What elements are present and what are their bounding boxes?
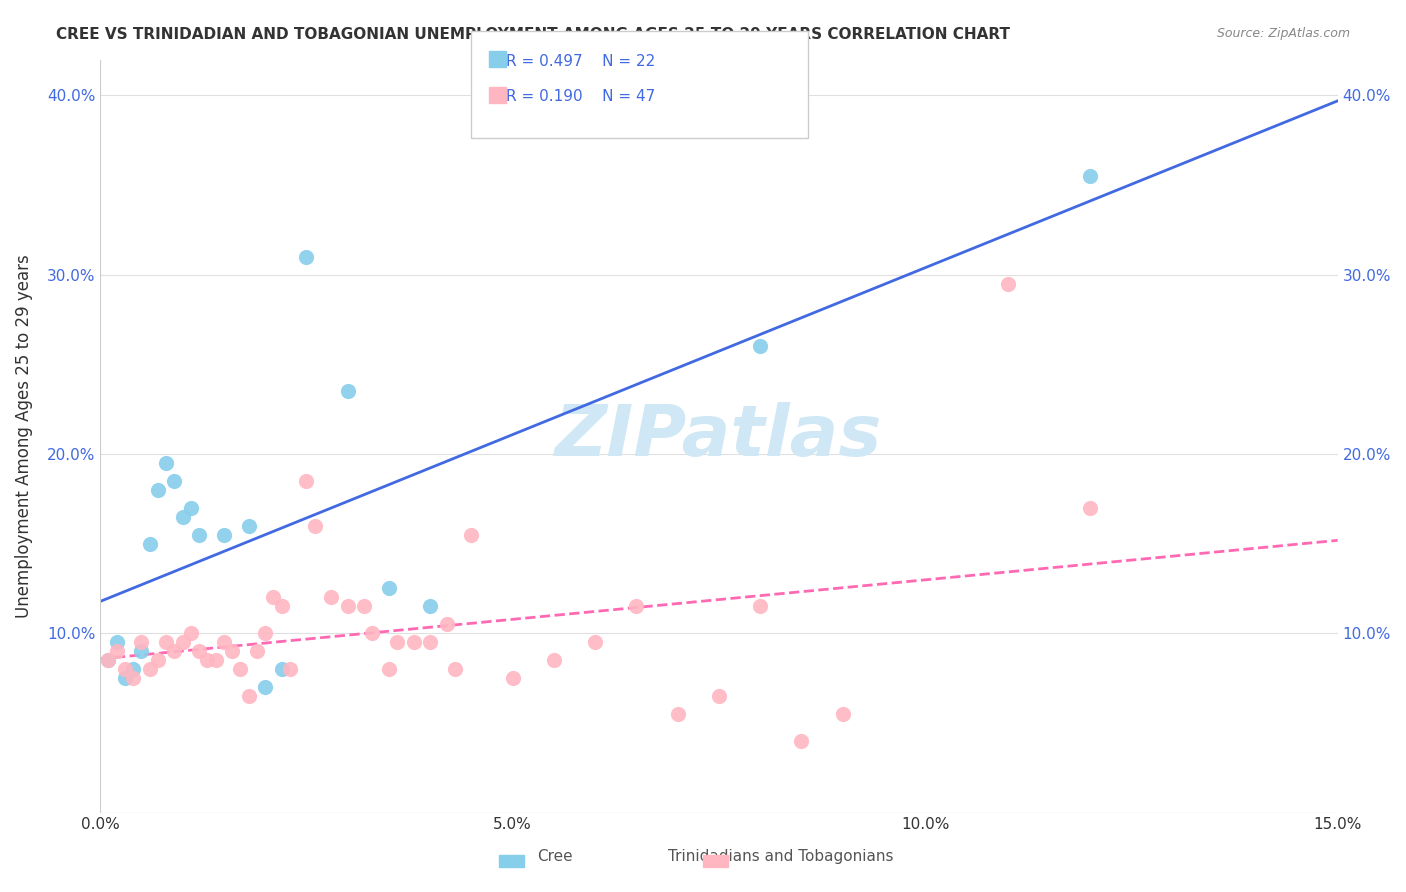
- Point: [146, 653, 169, 667]
- Point: [1078, 500, 1101, 515]
- Point: [131, 635, 153, 649]
- Point: [163, 474, 186, 488]
- Point: [387, 635, 409, 649]
- Point: [105, 644, 128, 658]
- Point: [402, 635, 425, 649]
- Point: [295, 474, 318, 488]
- Text: Cree: Cree: [537, 849, 574, 863]
- Point: [172, 635, 194, 649]
- Point: [336, 599, 359, 614]
- Point: [321, 591, 343, 605]
- Point: [114, 662, 136, 676]
- Point: [254, 626, 277, 640]
- Point: [131, 644, 153, 658]
- Point: [180, 500, 202, 515]
- Point: [831, 706, 853, 721]
- Point: [1078, 169, 1101, 183]
- Point: [583, 635, 606, 649]
- Y-axis label: Unemployment Among Ages 25 to 29 years: Unemployment Among Ages 25 to 29 years: [15, 254, 32, 618]
- Point: [122, 662, 145, 676]
- Point: [543, 653, 565, 667]
- Point: [790, 734, 813, 748]
- Point: [419, 599, 441, 614]
- Text: R = 0.497    N = 22: R = 0.497 N = 22: [506, 54, 655, 69]
- Point: [114, 671, 136, 685]
- Point: [295, 250, 318, 264]
- Point: [139, 662, 162, 676]
- Point: [246, 644, 269, 658]
- Point: [270, 662, 292, 676]
- Point: [180, 626, 202, 640]
- Point: [238, 689, 260, 703]
- Point: [707, 689, 730, 703]
- Point: [666, 706, 689, 721]
- Point: [436, 617, 458, 632]
- Point: [460, 527, 482, 541]
- Text: Trinidadians and Tobagonians: Trinidadians and Tobagonians: [668, 849, 893, 863]
- Point: [254, 680, 277, 694]
- Point: [361, 626, 384, 640]
- Point: [188, 527, 211, 541]
- Text: CREE VS TRINIDADIAN AND TOBAGONIAN UNEMPLOYMENT AMONG AGES 25 TO 29 YEARS CORREL: CREE VS TRINIDADIAN AND TOBAGONIAN UNEMP…: [56, 27, 1011, 42]
- Point: [197, 653, 219, 667]
- Point: [278, 662, 301, 676]
- Point: [444, 662, 467, 676]
- Point: [238, 518, 260, 533]
- Point: [172, 509, 194, 524]
- Point: [229, 662, 252, 676]
- Point: [378, 662, 401, 676]
- Text: R = 0.190    N = 47: R = 0.190 N = 47: [506, 89, 655, 104]
- Point: [626, 599, 648, 614]
- Point: [502, 671, 524, 685]
- Point: [155, 635, 177, 649]
- Point: [105, 635, 128, 649]
- Point: [749, 599, 772, 614]
- Point: [353, 599, 375, 614]
- Point: [749, 339, 772, 353]
- Point: [419, 635, 441, 649]
- Point: [270, 599, 292, 614]
- Point: [146, 483, 169, 497]
- Point: [97, 653, 120, 667]
- Point: [188, 644, 211, 658]
- Text: ZIPatlas: ZIPatlas: [555, 401, 883, 471]
- Point: [122, 671, 145, 685]
- Point: [212, 635, 235, 649]
- Point: [304, 518, 326, 533]
- Point: [163, 644, 186, 658]
- Point: [155, 456, 177, 470]
- Point: [336, 384, 359, 399]
- Point: [97, 653, 120, 667]
- Point: [997, 277, 1019, 291]
- Point: [378, 582, 401, 596]
- Point: [221, 644, 243, 658]
- Point: [139, 536, 162, 550]
- Point: [204, 653, 226, 667]
- Point: [263, 591, 285, 605]
- Point: [212, 527, 235, 541]
- Text: Source: ZipAtlas.com: Source: ZipAtlas.com: [1216, 27, 1350, 40]
